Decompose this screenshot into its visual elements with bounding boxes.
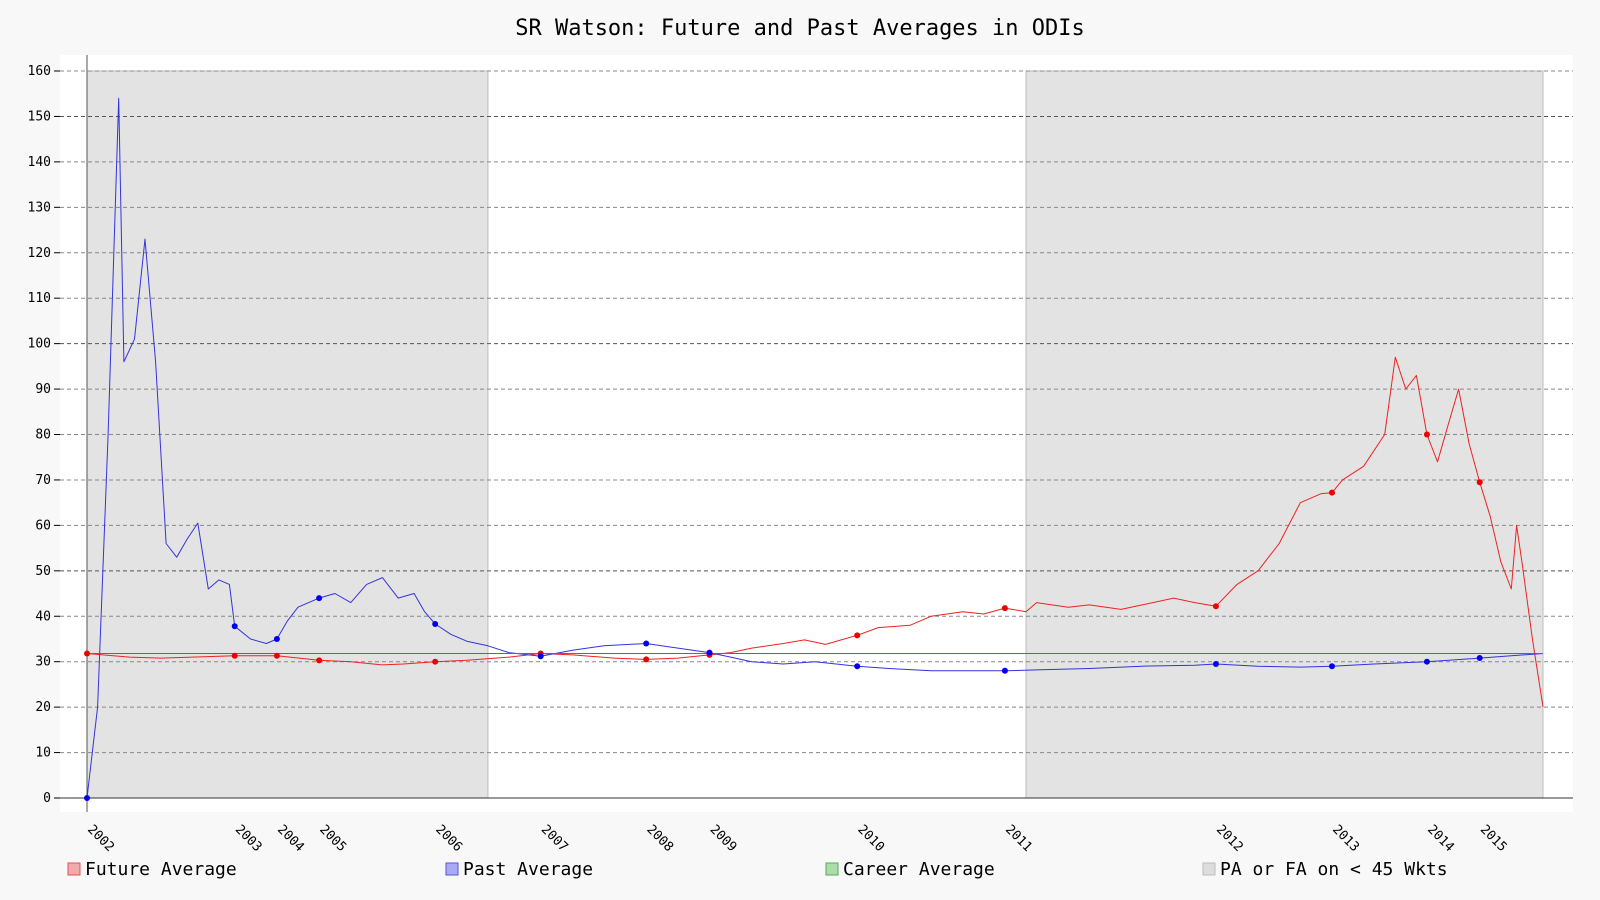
legend-past-average-label: Past Average	[463, 859, 593, 880]
y-tick-label-150: 150	[28, 109, 51, 124]
y-tick-label-50: 50	[35, 564, 51, 579]
past-average-marker-8	[706, 649, 713, 656]
legend: Future Average Past Average Career Average…	[67, 859, 1448, 880]
y-tick-label-160: 160	[28, 64, 51, 79]
y-tick-label-100: 100	[28, 337, 51, 352]
chart-title: SR Watson: Future and Past Averages in O…	[515, 16, 1085, 41]
past-average-marker-2	[231, 623, 238, 630]
future-average-marker-10	[1001, 605, 1008, 612]
y-tick-label-140: 140	[28, 155, 51, 170]
future-average-marker-12	[1328, 489, 1335, 496]
past-average-marker-7	[643, 640, 650, 647]
y-tick-label-70: 70	[35, 473, 51, 488]
past-average-marker-11	[1212, 660, 1219, 667]
future-average-marker-1	[84, 650, 90, 657]
past-average-marker-4	[316, 595, 323, 602]
plot-area: 0 10 20 30 40 50 60 70 80 90 100 110 120 130 140 150 160…	[28, 55, 1573, 855]
y-tick-label-130: 130	[28, 200, 51, 215]
y-tick-label-120: 120	[28, 246, 51, 261]
future-average-marker-9	[854, 632, 861, 639]
y-tick-label-20: 20	[35, 700, 51, 715]
y-tick-label-90: 90	[35, 382, 51, 397]
y-tick-label-0: 0	[43, 791, 51, 806]
future-average-marker-4	[316, 657, 323, 664]
future-average-marker-3	[273, 652, 280, 659]
legend-future-average-swatch	[67, 862, 81, 876]
y-tick-label-110: 110	[28, 291, 51, 306]
future-average-marker-2	[231, 652, 238, 659]
past-average-marker-13	[1423, 658, 1430, 665]
legend-past-average-swatch	[445, 862, 459, 876]
past-average-marker-1	[84, 795, 90, 801]
series-line-past-average	[86, 97, 1544, 799]
past-average-marker-6	[537, 653, 544, 660]
future-average-marker-5	[432, 658, 439, 665]
legend-future-average-label: Future Average	[85, 859, 237, 880]
future-average-marker-13	[1423, 431, 1430, 438]
future-average-marker-14	[1476, 479, 1483, 486]
past-average-marker-14	[1476, 655, 1483, 662]
y-tick-label-40: 40	[35, 609, 51, 624]
y-tick-label-80: 80	[35, 428, 51, 443]
past-average-marker-10	[1001, 667, 1008, 674]
legend-career-average-label: Career Average	[843, 859, 995, 880]
legend-pa-or-fa-on-45-wkts-label: PA or FA on < 45 Wkts	[1220, 859, 1448, 880]
y-tick-label-60: 60	[35, 518, 51, 533]
series-line-future-average	[86, 356, 1544, 708]
y-tick-label-30: 30	[35, 655, 51, 670]
past-average-marker-9	[854, 663, 861, 670]
legend-career-average-swatch	[825, 862, 839, 876]
y-tick-label-10: 10	[35, 746, 51, 761]
legend-pa-or-fa-on-45-wkts-swatch	[1202, 862, 1216, 876]
future-average-marker-11	[1212, 603, 1219, 610]
past-average-marker-3	[273, 635, 280, 642]
past-average-marker-5	[432, 620, 439, 627]
past-average-marker-12	[1328, 663, 1335, 670]
future-average-marker-7	[643, 656, 650, 663]
